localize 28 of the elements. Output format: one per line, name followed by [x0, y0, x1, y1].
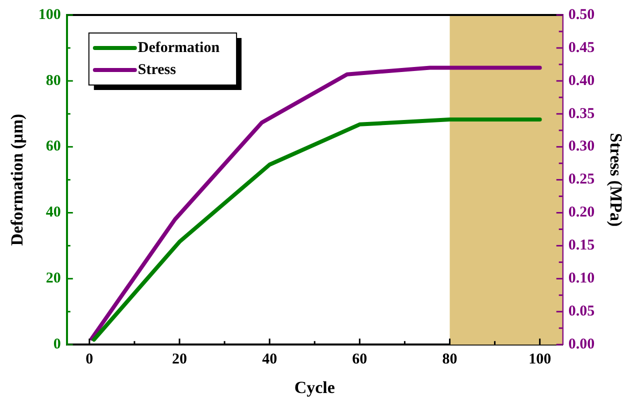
x-tick-label: 40	[262, 351, 278, 368]
y2-tick-label: 0.00	[568, 336, 595, 352]
y2-tick-label: 0.30	[568, 138, 595, 155]
y-tick-label: 60	[46, 138, 61, 155]
y2-tick-label: 0.25	[568, 172, 595, 188]
y2-axis-title: Stress (MPa)	[606, 132, 626, 227]
x-tick-label: 60	[352, 351, 368, 368]
y-tick-label: 40	[46, 204, 61, 221]
y2-tick-label: 0.35	[568, 106, 595, 122]
x-axis-title: Cycle	[294, 378, 336, 398]
y-tick-label: 0	[53, 336, 61, 352]
y2-tick-label: 0.45	[568, 40, 595, 56]
y2-tick-label: 0.05	[568, 304, 595, 320]
x-tick-label: 80	[442, 351, 458, 368]
y2-tick-label: 0.40	[568, 72, 595, 89]
legend-label: Stress	[138, 62, 176, 78]
x-tick-label: 20	[172, 351, 187, 368]
y-axis-title: Deformation (μm)	[8, 114, 27, 246]
y-tick-label: 20	[46, 270, 61, 287]
y2-tick-label: 0.20	[568, 204, 595, 221]
x-tick-label: 100	[528, 351, 552, 368]
legend-label: Deformation	[138, 40, 220, 56]
y2-tick-label: 0.10	[568, 270, 595, 287]
y-tick-label: 80	[46, 72, 61, 89]
y-tick-label: 100	[38, 6, 61, 23]
y2-tick-label: 0.15	[568, 238, 595, 254]
x-tick-label: 0	[86, 351, 94, 368]
y2-tick-label: 0.50	[568, 6, 595, 23]
